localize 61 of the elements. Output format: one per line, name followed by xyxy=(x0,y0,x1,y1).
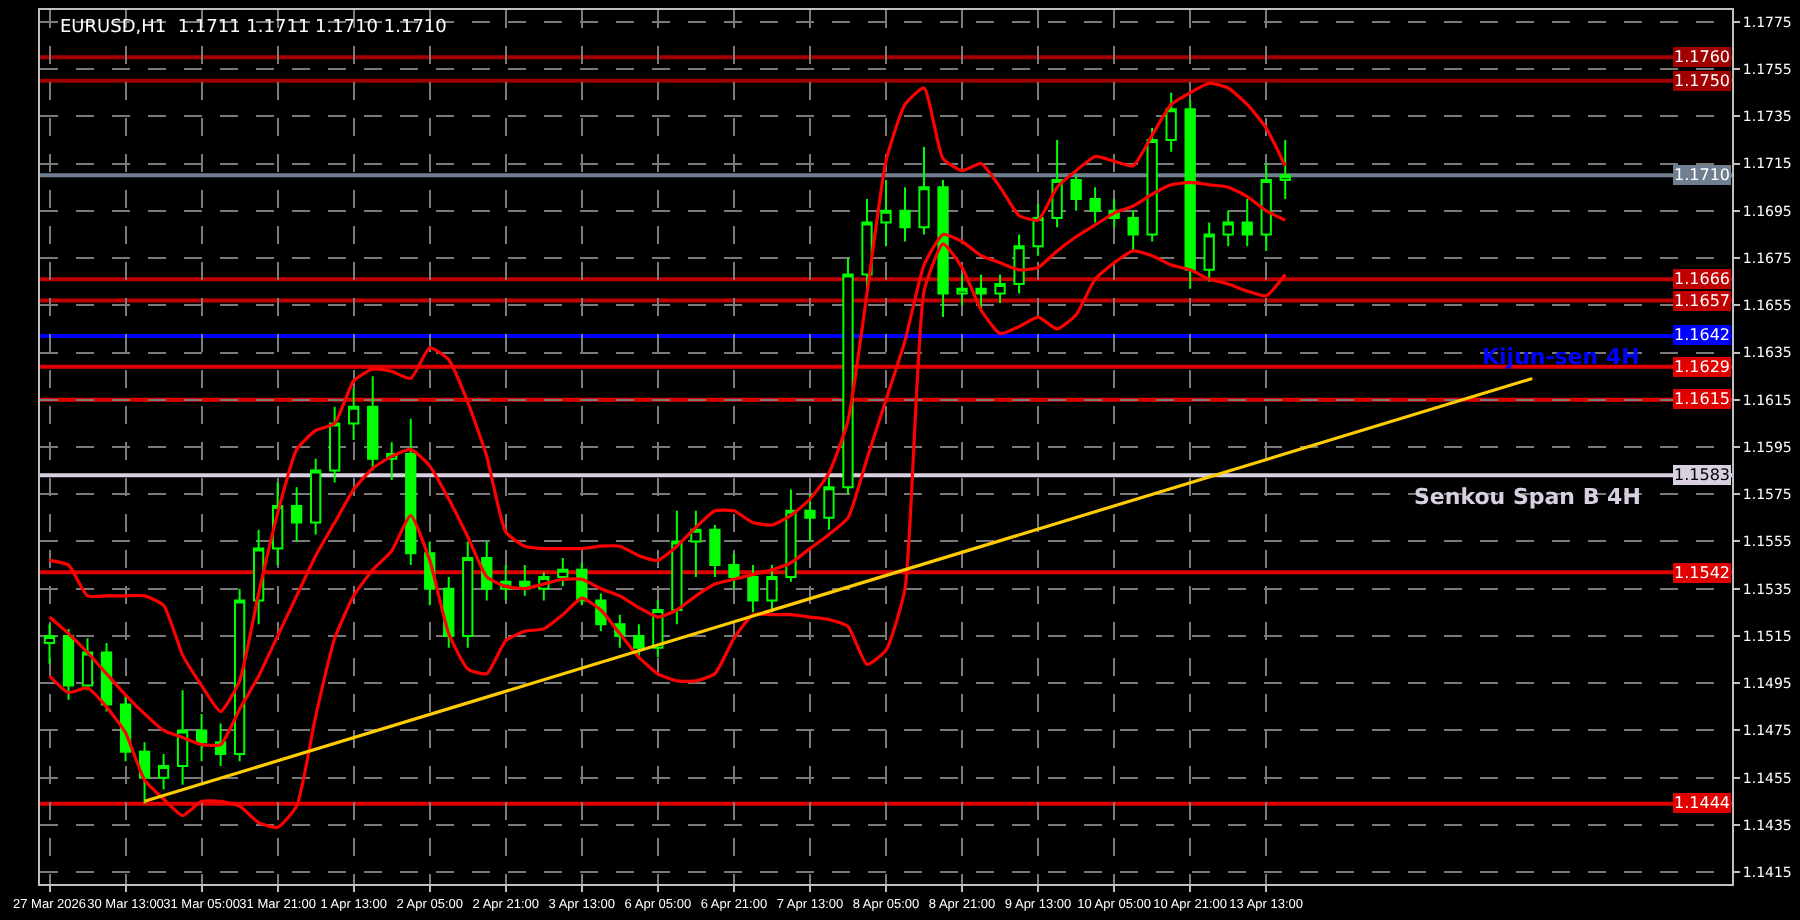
candlestick xyxy=(880,179,892,248)
candlestick xyxy=(462,540,474,649)
candlestick xyxy=(1146,127,1158,243)
ref-line-label: 1.1542 xyxy=(1674,564,1730,582)
candlestick xyxy=(1241,197,1253,248)
candlestick xyxy=(1013,233,1025,295)
candlestick xyxy=(899,186,911,243)
candlestick xyxy=(1070,174,1082,212)
candlestick xyxy=(671,509,683,626)
candlestick xyxy=(785,488,797,583)
ref-line-label: 1.1444 xyxy=(1674,794,1730,812)
candlestick xyxy=(348,386,360,441)
candlestick xyxy=(405,417,417,567)
candlestick xyxy=(709,523,721,578)
ref-line-label: 1.1615 xyxy=(1674,390,1730,408)
candlestick xyxy=(728,552,740,590)
candlestick xyxy=(1032,202,1044,257)
candlestick xyxy=(633,623,645,661)
candlestick xyxy=(329,405,341,484)
candlestick xyxy=(937,179,949,319)
candlestick xyxy=(176,689,189,786)
candlestick xyxy=(291,486,303,543)
candlestick xyxy=(62,627,75,701)
candlestick xyxy=(43,623,56,666)
candlestick xyxy=(918,146,930,236)
candlestick xyxy=(557,557,569,588)
candlestick xyxy=(1260,162,1272,252)
candlestick xyxy=(1165,91,1177,153)
candlestick xyxy=(747,564,759,614)
ref-line-label: 1.1629 xyxy=(1674,358,1730,376)
ref-line-label: 1.1750 xyxy=(1674,72,1730,90)
candlestick xyxy=(195,712,208,763)
chart-title: EURUSD,H1 1.1711 1.1711 1.1710 1.1710 xyxy=(60,18,448,38)
candlestick xyxy=(861,197,873,290)
candlestick xyxy=(1184,98,1196,290)
candlestick xyxy=(1127,209,1139,252)
candlestick xyxy=(823,476,835,531)
candlestick xyxy=(367,375,379,472)
candlestick xyxy=(994,273,1006,304)
ref-line-label: 1.1760 xyxy=(1674,48,1730,66)
candlestick xyxy=(81,637,94,692)
candlestick xyxy=(310,457,322,536)
ref-line-label: 1.1666 xyxy=(1674,270,1730,288)
candlestick xyxy=(157,753,170,791)
annotation: Kijun-sen 4H xyxy=(1482,344,1640,370)
ref-line-label: 1.1583 xyxy=(1674,466,1730,484)
candlestick xyxy=(766,564,778,614)
ref-line-label: 1.1710 xyxy=(1674,166,1730,184)
candlestick xyxy=(690,509,702,578)
candlestick xyxy=(1203,221,1215,283)
ref-line-label: 1.1657 xyxy=(1674,292,1730,310)
line-series xyxy=(47,81,1287,714)
annotation: Senkou Span B 4H xyxy=(1414,484,1641,510)
candlestick xyxy=(1089,186,1101,224)
candlestick xyxy=(956,273,968,307)
candlestick xyxy=(1222,209,1234,248)
ref-line-label: 1.1642 xyxy=(1674,326,1730,344)
candlestick xyxy=(804,493,816,543)
candlestick xyxy=(842,257,854,496)
candlestick xyxy=(1279,138,1291,200)
candlestick xyxy=(138,741,151,805)
